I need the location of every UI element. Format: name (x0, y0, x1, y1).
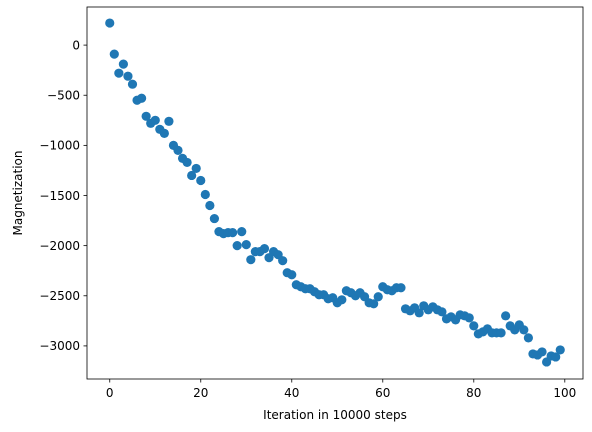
y-tick-label: −1500 (39, 189, 80, 203)
data-point (501, 311, 511, 321)
y-axis-label: Magnetization (11, 151, 25, 236)
y-tick-label: −2000 (39, 239, 80, 253)
data-point (173, 145, 183, 155)
x-tick-label: 0 (106, 386, 114, 400)
y-axis-ticks: 0 −500 −1000 −1500 −2000 −2500 −3000 (39, 38, 87, 353)
data-point (209, 213, 220, 224)
data-point (196, 175, 206, 186)
data-point (259, 244, 270, 254)
data-point (118, 59, 128, 69)
data-point (137, 93, 147, 103)
data-point (205, 200, 215, 211)
data-point (127, 79, 138, 89)
data-point (109, 49, 119, 59)
data-point (232, 241, 242, 251)
data-point (555, 345, 565, 355)
y-tick-label: −500 (47, 89, 80, 103)
plot-background (87, 7, 583, 379)
x-tick-label: 20 (193, 386, 208, 400)
data-point (469, 321, 479, 331)
x-tick-label: 80 (466, 386, 481, 400)
data-point (150, 115, 160, 125)
x-tick-label: 100 (553, 386, 576, 400)
data-point (414, 308, 424, 318)
data-point (373, 292, 383, 302)
data-point (278, 256, 288, 266)
data-point (437, 307, 447, 317)
y-tick-label: −1000 (39, 139, 80, 153)
y-tick-label: 0 (72, 38, 80, 52)
data-point (519, 325, 529, 335)
data-point (200, 189, 210, 200)
data-point (105, 18, 115, 28)
data-point (246, 255, 256, 265)
y-tick-label: −3000 (39, 339, 80, 353)
x-axis-ticks: 0 20 40 60 80 100 (106, 379, 576, 400)
data-point (337, 295, 347, 305)
data-point (164, 116, 174, 126)
data-point (187, 170, 197, 181)
data-point (464, 313, 474, 323)
data-point (496, 328, 506, 338)
x-axis-label: Iteration in 10000 steps (263, 408, 407, 422)
data-point (523, 333, 533, 343)
data-point (159, 128, 169, 138)
data-point (141, 111, 151, 121)
data-point (123, 71, 133, 81)
data-point (182, 157, 192, 168)
data-point (537, 347, 547, 357)
data-point (237, 227, 247, 237)
data-point (287, 270, 297, 280)
data-point (551, 352, 561, 362)
data-point (114, 68, 124, 78)
plot-frame (86, 6, 584, 380)
data-point (369, 299, 379, 309)
data-point (241, 240, 251, 250)
y-tick-label: −2500 (39, 289, 80, 303)
data-point (228, 228, 238, 238)
data-point (191, 163, 201, 174)
x-tick-label: 40 (284, 386, 299, 400)
data-points (105, 18, 565, 367)
x-tick-label: 60 (375, 386, 390, 400)
data-point (396, 283, 406, 293)
